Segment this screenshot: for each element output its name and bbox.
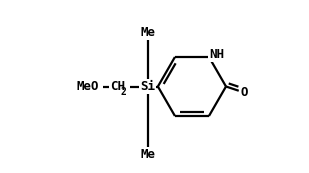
Text: MeO: MeO (76, 80, 99, 93)
Text: NH: NH (209, 48, 224, 61)
Text: CH: CH (110, 80, 125, 93)
Text: Me: Me (140, 26, 155, 39)
Text: Me: Me (140, 148, 155, 161)
Text: 2: 2 (121, 87, 126, 97)
Text: Si: Si (140, 80, 155, 93)
Text: O: O (240, 86, 248, 99)
